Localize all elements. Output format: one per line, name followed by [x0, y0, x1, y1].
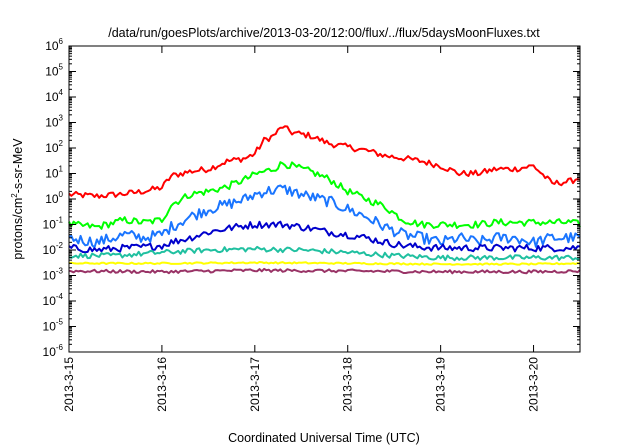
y-axis-label: protons/cm2-s-sr-MeV	[10, 138, 25, 260]
y-tick-base: 10	[43, 243, 57, 257]
y-tick-exp: -1	[56, 216, 64, 225]
y-tick-base: 10	[43, 269, 57, 283]
y-tick-labels: 10610510410310210110010-110-210-310-410-…	[43, 37, 64, 359]
x-tick-label: 2013-3-15	[62, 357, 76, 412]
y-tick-exp: 6	[59, 37, 64, 46]
chart-title: /data/run/goesPlots/archive/2013-03-20/1…	[108, 26, 540, 40]
y-tick-base: 10	[43, 345, 57, 359]
x-tick-label: 2013-3-18	[341, 357, 355, 412]
ticks-layer	[68, 45, 580, 353]
y-tick-label: 105	[45, 63, 63, 79]
y-tick-label: 10-3	[43, 267, 64, 283]
series-line-5	[68, 245, 581, 262]
series-line-6	[68, 261, 581, 266]
y-tick-base: 10	[45, 192, 59, 206]
series-line-1	[68, 125, 581, 199]
y-tick-exp: -3	[56, 267, 64, 276]
y-tick-exp: 3	[59, 114, 64, 123]
y-tick-exp: 2	[59, 139, 64, 148]
y-tick-exp: 1	[59, 165, 64, 174]
y-tick-label: 10-4	[43, 292, 64, 308]
x-tick-label: 2013-3-19	[434, 357, 448, 412]
y-tick-exp: 0	[59, 190, 64, 199]
y-tick-base: 10	[45, 141, 59, 155]
y-tick-label: 10-6	[43, 343, 64, 359]
y-tick-base: 10	[43, 320, 57, 334]
y-tick-base: 10	[45, 167, 59, 181]
y-tick-label: 101	[45, 165, 63, 181]
y-tick-label: 10-5	[43, 318, 64, 334]
y-tick-exp: -2	[56, 241, 64, 250]
y-tick-exp: 5	[59, 63, 64, 72]
y-tick-base: 10	[43, 294, 57, 308]
y-tick-exp: 4	[59, 88, 64, 97]
y-tick-label: 104	[45, 88, 63, 104]
y-tick-base: 10	[45, 39, 59, 53]
series-line-3	[68, 184, 581, 249]
x-tick-label: 2013-3-20	[527, 357, 541, 412]
x-axis-label: Coordinated Universal Time (UTC)	[228, 431, 420, 445]
y-tick-label: 10-2	[43, 241, 64, 257]
y-tick-label: 100	[45, 190, 63, 206]
y-tick-base: 10	[45, 65, 59, 79]
x-tick-label: 2013-3-16	[155, 357, 169, 412]
y-tick-base: 10	[45, 90, 59, 104]
y-tick-label: 103	[45, 114, 63, 130]
x-tick-labels: 2013-3-15 2013-3-16 2013-3-17 2013-3-18 2013…	[62, 357, 541, 412]
y-tick-base: 10	[45, 116, 59, 130]
y-tick-exp: -4	[56, 292, 64, 301]
y-tick-label: 10-1	[43, 216, 64, 232]
y-tick-base: 10	[43, 218, 57, 232]
series-layer	[68, 125, 581, 275]
series-line-2	[68, 161, 581, 230]
series-line-7	[68, 267, 581, 275]
y-tick-exp: -5	[56, 318, 64, 327]
y-tick-label: 102	[45, 139, 63, 155]
x-tick-label: 2013-3-17	[248, 357, 262, 412]
series-line-4	[68, 220, 581, 254]
y-tick-exp: -6	[56, 343, 64, 352]
y-tick-label: 106	[45, 37, 63, 53]
